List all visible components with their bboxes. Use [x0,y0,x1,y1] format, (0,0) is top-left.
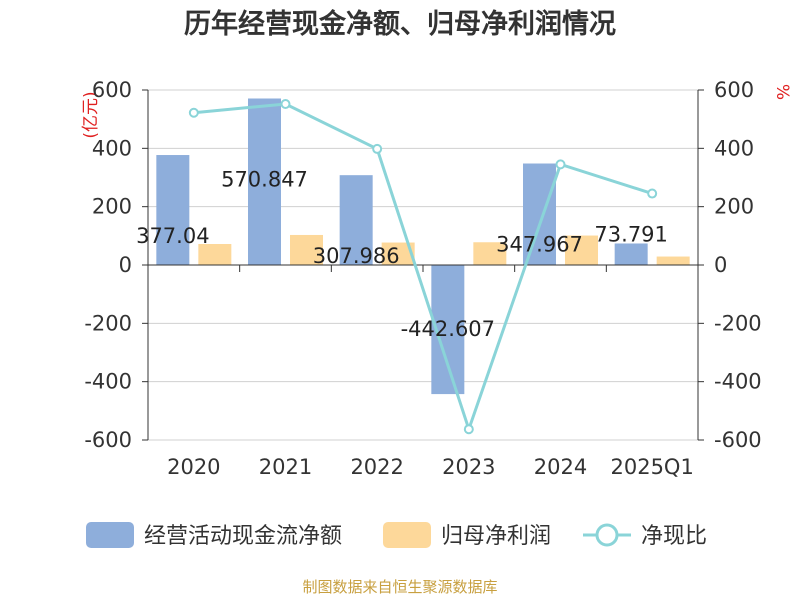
legend-swatch-net-profit [383,522,431,548]
tick-labels: 600 400 200 0 -200 -400 -600 600 400 200 0 -200 -400… [84,78,761,479]
y2-tick-label: -200 [714,311,762,335]
data-source: 制图数据来自恒生聚源数据库 [302,578,497,596]
chart-title: 历年经营现金净额、归母净利润情况 [184,8,616,40]
bar [523,163,556,265]
legend-label-ratio: 净现比 [641,524,707,549]
right-axis-unit: % [772,84,792,100]
ratio-point [555,159,566,170]
legend-label-cash-flow: 经营活动现金流净额 [144,524,342,549]
y2-tick-label: -400 [714,370,762,394]
bar [198,244,232,265]
ratio-point [372,143,383,154]
data-label: 307.986 [313,244,400,268]
ratio-line-group [188,99,658,435]
ratio-line [193,102,653,434]
data-label: 347.967 [496,233,583,257]
y2-tick-label: 0 [714,253,727,277]
ratio-point [463,424,474,435]
data-label: 73.791 [594,222,667,246]
y2-tick-label: 200 [714,195,754,219]
bar [565,235,598,265]
x-tick-label: 2024 [534,455,587,479]
bar-group [156,98,690,395]
x-tick-label: 2022 [350,455,403,479]
legend-swatch-cash-flow [86,522,134,548]
bar [248,98,281,265]
x-tick-label: 2023 [442,455,495,479]
ratio-point [647,188,658,199]
data-label: 570.847 [221,168,308,192]
y-tick-label: -200 [84,311,132,335]
ratio-point [280,99,291,109]
x-tick-label: 2020 [167,455,220,479]
y-tick-label: 400 [92,136,132,160]
x-tick-label: 2025Q1 [610,455,693,479]
legend-marker-ratio [595,523,619,547]
bar [290,234,323,265]
bar [156,155,190,265]
y-tick-label: -400 [84,370,132,394]
bar [656,256,690,265]
y2-tick-label: -600 [714,428,762,452]
y2-tick-label: 600 [714,78,754,102]
data-label: -442.607 [401,317,495,341]
data-labels: 377.04 570.847 307.986 -442.607 347.967 73.79… [136,168,668,342]
bar [614,243,648,265]
legend-label-net-profit: 归母净利润 [441,524,551,549]
ratio-point [188,107,199,118]
y2-tick-label: 400 [714,136,754,160]
axes [142,89,704,441]
y-tick-label: 0 [119,253,132,277]
bar [339,175,373,265]
y-tick-label: -600 [84,428,132,452]
legend: 经营活动现金流净额 归母净利润 净现比 [86,522,707,549]
data-label: 377.04 [136,224,209,248]
x-tick-label: 2021 [259,455,312,479]
y-tick-label: 200 [92,195,132,219]
y-tick-label: 600 [92,78,132,102]
bar [473,242,507,265]
bar [381,242,415,265]
left-axis-unit: (亿元) [81,91,101,138]
